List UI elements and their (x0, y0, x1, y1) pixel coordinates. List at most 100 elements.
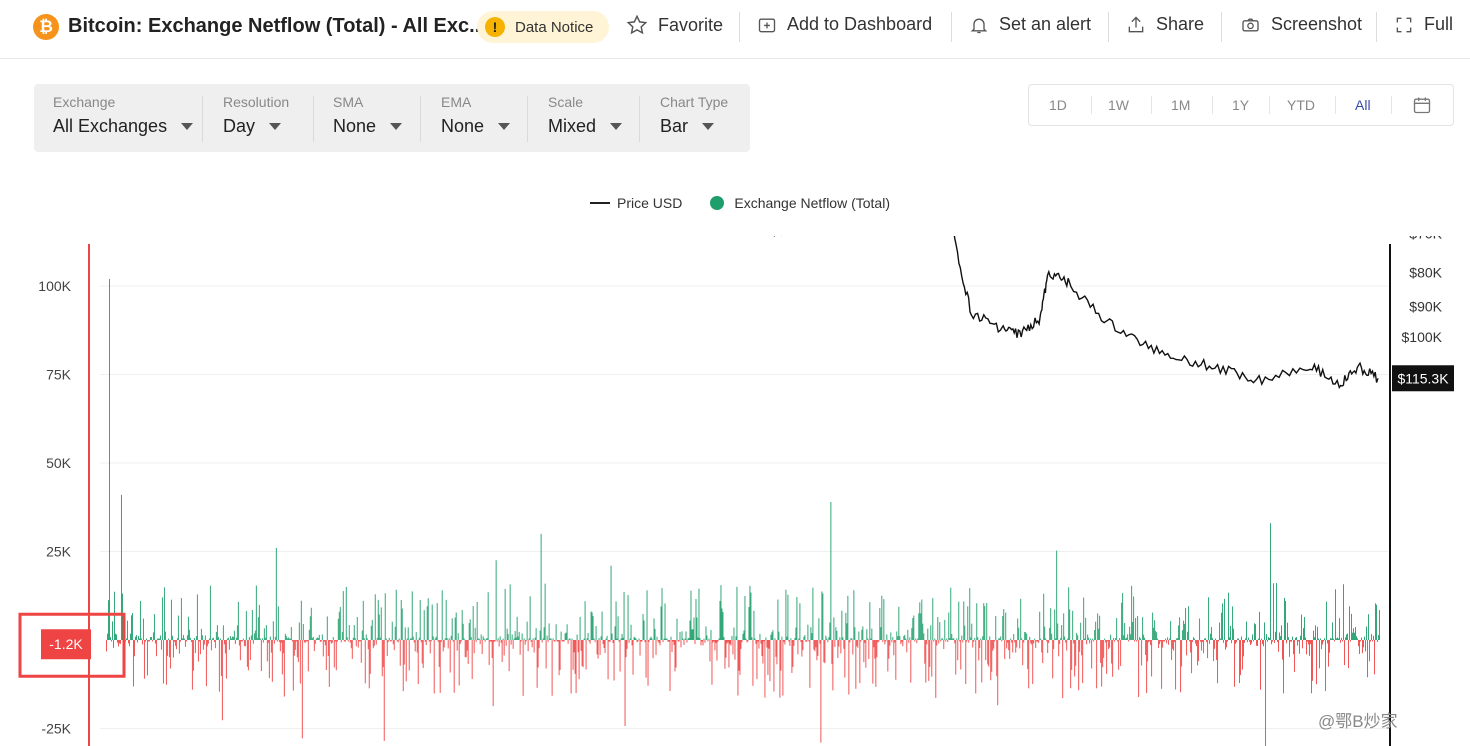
range-1m-button[interactable]: 1M (1171, 97, 1191, 113)
netflow-bar (173, 640, 175, 642)
netflow-bar (1285, 600, 1286, 640)
netflow-bar (423, 610, 425, 640)
range-1d-button[interactable]: 1D (1049, 97, 1067, 113)
netflow-bar (449, 640, 451, 673)
netflow-bar (1303, 628, 1304, 640)
netflow-bar (1293, 640, 1294, 655)
netflow-bar (255, 585, 257, 640)
netflow-bar (319, 640, 321, 642)
netflow-bar (186, 635, 188, 640)
resolution-select[interactable]: Resolution Day (223, 94, 289, 137)
screenshot-button[interactable]: Screenshot (1240, 14, 1362, 35)
netflow-bar (1264, 622, 1265, 640)
netflow-bar (454, 617, 456, 640)
exchange-select[interactable]: Exchange All Exchanges (53, 94, 194, 137)
netflow-bar (1233, 628, 1235, 640)
netflow-bar (424, 640, 426, 642)
netflow-bar (1084, 638, 1086, 640)
netflow-bar (587, 633, 589, 640)
netflow-bar (859, 640, 861, 684)
netflow-bar (985, 640, 987, 661)
netflow-bar (325, 640, 327, 670)
fullscreen-button[interactable]: Full (1394, 14, 1453, 35)
netflow-bar (244, 640, 246, 647)
netflow-bar (917, 638, 919, 640)
legend-price[interactable]: Price USD (617, 195, 683, 211)
netflow-bar (323, 640, 325, 642)
netflow-bar (478, 638, 480, 640)
netflow-bar (148, 640, 150, 642)
netflow-bar (796, 597, 798, 640)
caret-down-icon (181, 123, 194, 130)
add-to-dashboard-button[interactable]: Add to Dashboard (757, 14, 932, 35)
netflow-bar (542, 638, 544, 640)
netflow-bar (155, 640, 157, 657)
netflow-bar (1350, 640, 1351, 642)
netflow-bar (163, 587, 165, 640)
legend-netflow[interactable]: Exchange Netflow (Total) (734, 195, 890, 211)
netflow-chart[interactable]: 100K75K50K25K-25K$100K$90K$80K$70K$60K$5… (0, 236, 1470, 746)
scale-select[interactable]: Scale Mixed (548, 94, 623, 137)
netflow-bar (481, 640, 483, 655)
netflow-bar (418, 637, 420, 640)
netflow-bar (208, 638, 210, 640)
netflow-bar (486, 638, 488, 640)
netflow-bar (1307, 640, 1308, 642)
range-1y-button[interactable]: 1Y (1232, 97, 1250, 113)
netflow-bar (835, 627, 837, 640)
netflow-bar (1085, 617, 1087, 640)
netflow-bar (916, 640, 918, 644)
netflow-bar (987, 640, 989, 665)
netflow-bar (966, 640, 968, 642)
data-notice-button[interactable]: ! Data Notice (477, 11, 610, 43)
share-label: Share (1156, 14, 1205, 34)
netflow-bar (191, 640, 193, 690)
ema-select[interactable]: EMA None (441, 94, 511, 137)
netflow-bar (1046, 640, 1048, 642)
netflow-bar (1138, 640, 1140, 698)
netflow-bar (675, 640, 677, 668)
netflow-bar (1111, 640, 1113, 664)
netflow-bar (200, 628, 202, 640)
calendar-icon[interactable] (1412, 95, 1432, 115)
netflow-bar (1137, 615, 1139, 640)
netflow-bar (365, 634, 367, 640)
netflow-bar (246, 640, 248, 667)
netflow-bar (199, 640, 201, 655)
netflow-bar (1201, 640, 1203, 651)
chart-type-select[interactable]: Chart Type Bar (660, 94, 728, 137)
netflow-bar (360, 640, 362, 663)
netflow-bar (1011, 640, 1013, 643)
netflow-bar (313, 640, 315, 652)
netflow-bar (1133, 596, 1135, 640)
netflow-bar (436, 603, 438, 640)
netflow-bar (933, 640, 935, 642)
set-alert-button[interactable]: Set an alert (969, 14, 1091, 35)
range-1w-button[interactable]: 1W (1108, 97, 1129, 113)
netflow-bar (412, 636, 414, 640)
sma-select[interactable]: SMA None (333, 94, 403, 137)
netflow-bar (1048, 640, 1050, 644)
netflow-bar (1236, 640, 1238, 643)
netflow-bar (1173, 640, 1175, 651)
netflow-bar (1198, 640, 1200, 662)
netflow-bar (476, 601, 478, 640)
right-axis-tick: $100K (1402, 329, 1443, 345)
netflow-bar (339, 606, 341, 640)
range-all-button[interactable]: All (1355, 97, 1371, 113)
netflow-bar (1270, 523, 1271, 640)
netflow-bar (181, 638, 183, 640)
netflow-bar (315, 638, 317, 640)
netflow-bar (422, 640, 424, 669)
netflow-bar (669, 640, 671, 692)
netflow-bar (158, 638, 160, 640)
netflow-bar (908, 640, 910, 643)
netflow-bar (949, 638, 951, 640)
netflow-bar (1331, 638, 1332, 640)
share-button[interactable]: Share (1126, 14, 1204, 35)
netflow-bar (1151, 640, 1153, 677)
netflow-bar (973, 640, 975, 642)
favorite-button[interactable]: Favorite (626, 14, 723, 36)
netflow-bar (192, 640, 194, 671)
range-ytd-button[interactable]: YTD (1287, 97, 1315, 113)
